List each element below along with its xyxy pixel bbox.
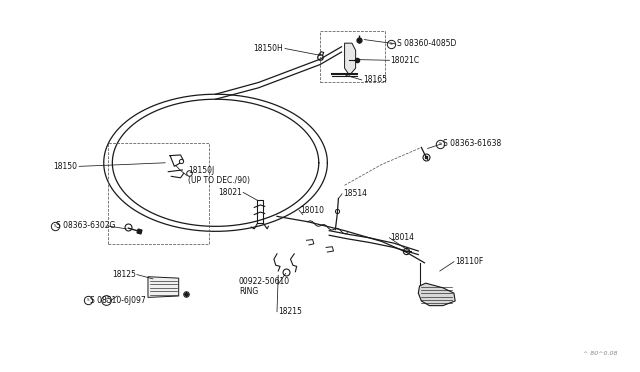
Text: 18150J
(UP TO DEC./90): 18150J (UP TO DEC./90) [188,166,250,185]
Text: 18165: 18165 [363,76,387,84]
Text: 18514: 18514 [343,189,367,198]
Text: 18215: 18215 [278,307,302,316]
Text: S: S [104,298,108,303]
Text: 18125: 18125 [112,270,136,279]
Text: 00922-50610
RING: 00922-50610 RING [239,278,290,296]
Text: S 08363-6302G: S 08363-6302G [56,221,115,231]
Text: S: S [86,298,89,302]
Text: 18150: 18150 [53,162,77,171]
Text: S 08360-4085D: S 08360-4085D [397,39,456,48]
Text: 18014: 18014 [390,233,415,242]
Text: 18021C: 18021C [390,56,420,65]
Text: 18150H: 18150H [253,44,283,53]
Text: S 08363-61638: S 08363-61638 [443,140,501,148]
Text: S 08510-6J097: S 08510-6J097 [90,296,145,305]
Polygon shape [148,277,179,298]
Text: 18010: 18010 [300,206,324,215]
Text: 18110F: 18110F [455,257,483,266]
Text: S: S [389,42,392,46]
Text: S: S [53,224,56,228]
Text: 18021: 18021 [218,188,242,197]
Text: S: S [438,142,441,146]
Polygon shape [419,283,455,306]
Text: ^ 80^0.08: ^ 80^0.08 [584,351,618,356]
Polygon shape [344,43,356,75]
